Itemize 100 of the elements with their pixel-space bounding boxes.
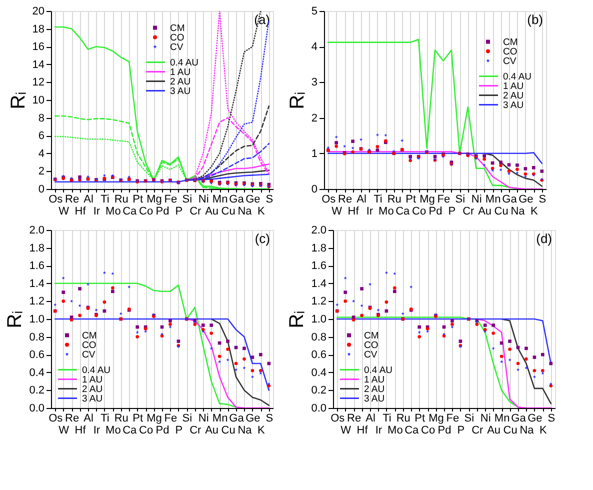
legend-label: 2 AU xyxy=(170,76,191,88)
x-tick-label: Au xyxy=(487,424,501,436)
legend-label: 3 AU xyxy=(82,393,103,404)
x-tick-label: S xyxy=(538,194,546,206)
legend-label: 0.4 AU xyxy=(170,57,199,68)
y-tick-label: 0.6 xyxy=(29,349,44,362)
y-tick-label: 18 xyxy=(32,23,44,36)
x-tick-label: Hf xyxy=(74,206,87,218)
x-tick-label: Ir xyxy=(93,424,100,436)
x-tick-label: Mn xyxy=(494,412,510,424)
x-tick-label: Pt xyxy=(132,412,144,424)
legend-label: CV xyxy=(503,56,517,67)
x-tick-label: Ru xyxy=(396,412,410,424)
x-tick-label: Mg xyxy=(420,194,435,206)
x-tick-label: P xyxy=(175,424,183,436)
legend-label: 0.4 AU xyxy=(503,71,532,82)
y-axis-title: Rᵢ xyxy=(286,310,308,328)
y-tick-label: 1.2 xyxy=(311,296,326,308)
x-tick-label: Na xyxy=(238,206,253,218)
x-tick-label: Cu xyxy=(503,424,518,436)
x-tick-label: Al xyxy=(366,412,376,424)
y-tick-label: 6 xyxy=(38,130,44,142)
y-tick-label: 0.0 xyxy=(311,402,326,414)
y-tick-label: 1.4 xyxy=(311,278,326,290)
x-tick-label: Mg xyxy=(146,194,162,206)
x-tick-label: Ni xyxy=(480,412,491,424)
x-tick-label: Si xyxy=(464,412,474,424)
x-tick-label: Ir xyxy=(375,424,382,436)
x-tick-label: Mo xyxy=(378,206,394,218)
x-tick-label: Ir xyxy=(93,206,100,218)
y-tick-label: 20 xyxy=(32,6,44,18)
x-tick-label: Au xyxy=(478,206,492,218)
x-tick-label: Os xyxy=(48,194,64,206)
y-tick-label: 1.6 xyxy=(29,260,44,272)
x-tick-label: Ga xyxy=(229,412,245,424)
y-tick-label: 2 xyxy=(311,112,318,124)
y-tick-label: 4 xyxy=(38,148,44,160)
y-axis-title: Rᵢ xyxy=(286,92,308,110)
x-tick-label: Co xyxy=(139,206,154,218)
x-tick-label: Ti xyxy=(374,194,382,206)
legend-label: 1 AU xyxy=(364,374,385,386)
legend-label: 1 AU xyxy=(503,80,524,92)
y-tick-label: 16 xyxy=(32,41,44,54)
x-tick-label: Mg xyxy=(428,412,444,424)
legend-label: CM xyxy=(503,36,518,48)
y-tick-label: 0.2 xyxy=(29,384,44,397)
x-tick-label: Ti xyxy=(382,412,392,424)
x-tick-label: Ge xyxy=(246,194,260,206)
x-tick-label: Ca xyxy=(396,206,411,218)
y-tick-label: 1.6 xyxy=(311,260,326,272)
x-tick-label: Hf xyxy=(356,424,369,436)
x-tick-label: Si xyxy=(182,412,192,424)
x-tick-label: Pt xyxy=(406,194,416,206)
x-tick-label: Re xyxy=(65,412,80,424)
y-tick-label: 0 xyxy=(38,184,44,196)
x-tick-label: Pd xyxy=(156,424,170,436)
legend-label: CM xyxy=(364,330,379,342)
x-tick-label: Na xyxy=(520,424,535,436)
legend-label: 2 AU xyxy=(503,90,524,102)
x-tick-label: K xyxy=(257,424,266,436)
y-tick-label: 1 xyxy=(311,148,318,160)
annotation: (c) xyxy=(254,231,270,246)
x-tick-label: Ge xyxy=(246,412,260,424)
x-tick-label: Ti xyxy=(100,412,110,424)
x-tick-label: Re xyxy=(65,194,80,206)
x-tick-label: Cu xyxy=(221,424,236,436)
x-tick-label: Ni xyxy=(471,194,482,206)
x-tick-label: Ru xyxy=(114,194,128,206)
y-tick-label: 1.2 xyxy=(29,296,44,308)
y-tick-label: 0.4 xyxy=(311,366,326,379)
y-tick-label: 10 xyxy=(32,94,44,106)
x-tick-label: Ga xyxy=(511,412,527,424)
y-tick-label: 5 xyxy=(311,6,318,18)
legend-label: 0.4 AU xyxy=(82,364,111,376)
x-tick-label: Pd xyxy=(438,424,452,436)
x-tick-label: Ca xyxy=(122,424,138,436)
x-tick-label: Ti xyxy=(100,194,110,206)
legend-label: 1 AU xyxy=(170,66,191,78)
x-tick-label: Al xyxy=(84,194,94,206)
legend-label: 1 AU xyxy=(82,374,103,386)
x-tick-label: Mg xyxy=(146,412,162,424)
legend-label: CM xyxy=(170,22,185,34)
y-tick-label: 2.0 xyxy=(311,224,326,236)
x-tick-label: Na xyxy=(238,424,253,436)
x-tick-label: W xyxy=(332,206,343,218)
x-tick-label: Mn xyxy=(485,194,501,206)
x-tick-label: Si xyxy=(455,194,466,206)
annotation: (a) xyxy=(254,12,270,27)
y-tick-label: 0.4 xyxy=(29,366,44,379)
x-tick-label: Mo xyxy=(106,424,121,436)
x-tick-label: Mo xyxy=(388,424,403,436)
x-tick-label: Pt xyxy=(414,412,426,424)
y-tick-label: 0.6 xyxy=(311,349,326,362)
x-tick-label: Cr xyxy=(190,206,202,218)
y-axis-title: Rᵢ xyxy=(4,310,26,328)
x-tick-label: Pd xyxy=(156,206,170,218)
legend-label: 3 AU xyxy=(503,100,524,111)
x-tick-label: Ca xyxy=(404,424,420,436)
x-tick-label: Os xyxy=(330,412,346,424)
x-tick-label: P xyxy=(457,424,465,436)
